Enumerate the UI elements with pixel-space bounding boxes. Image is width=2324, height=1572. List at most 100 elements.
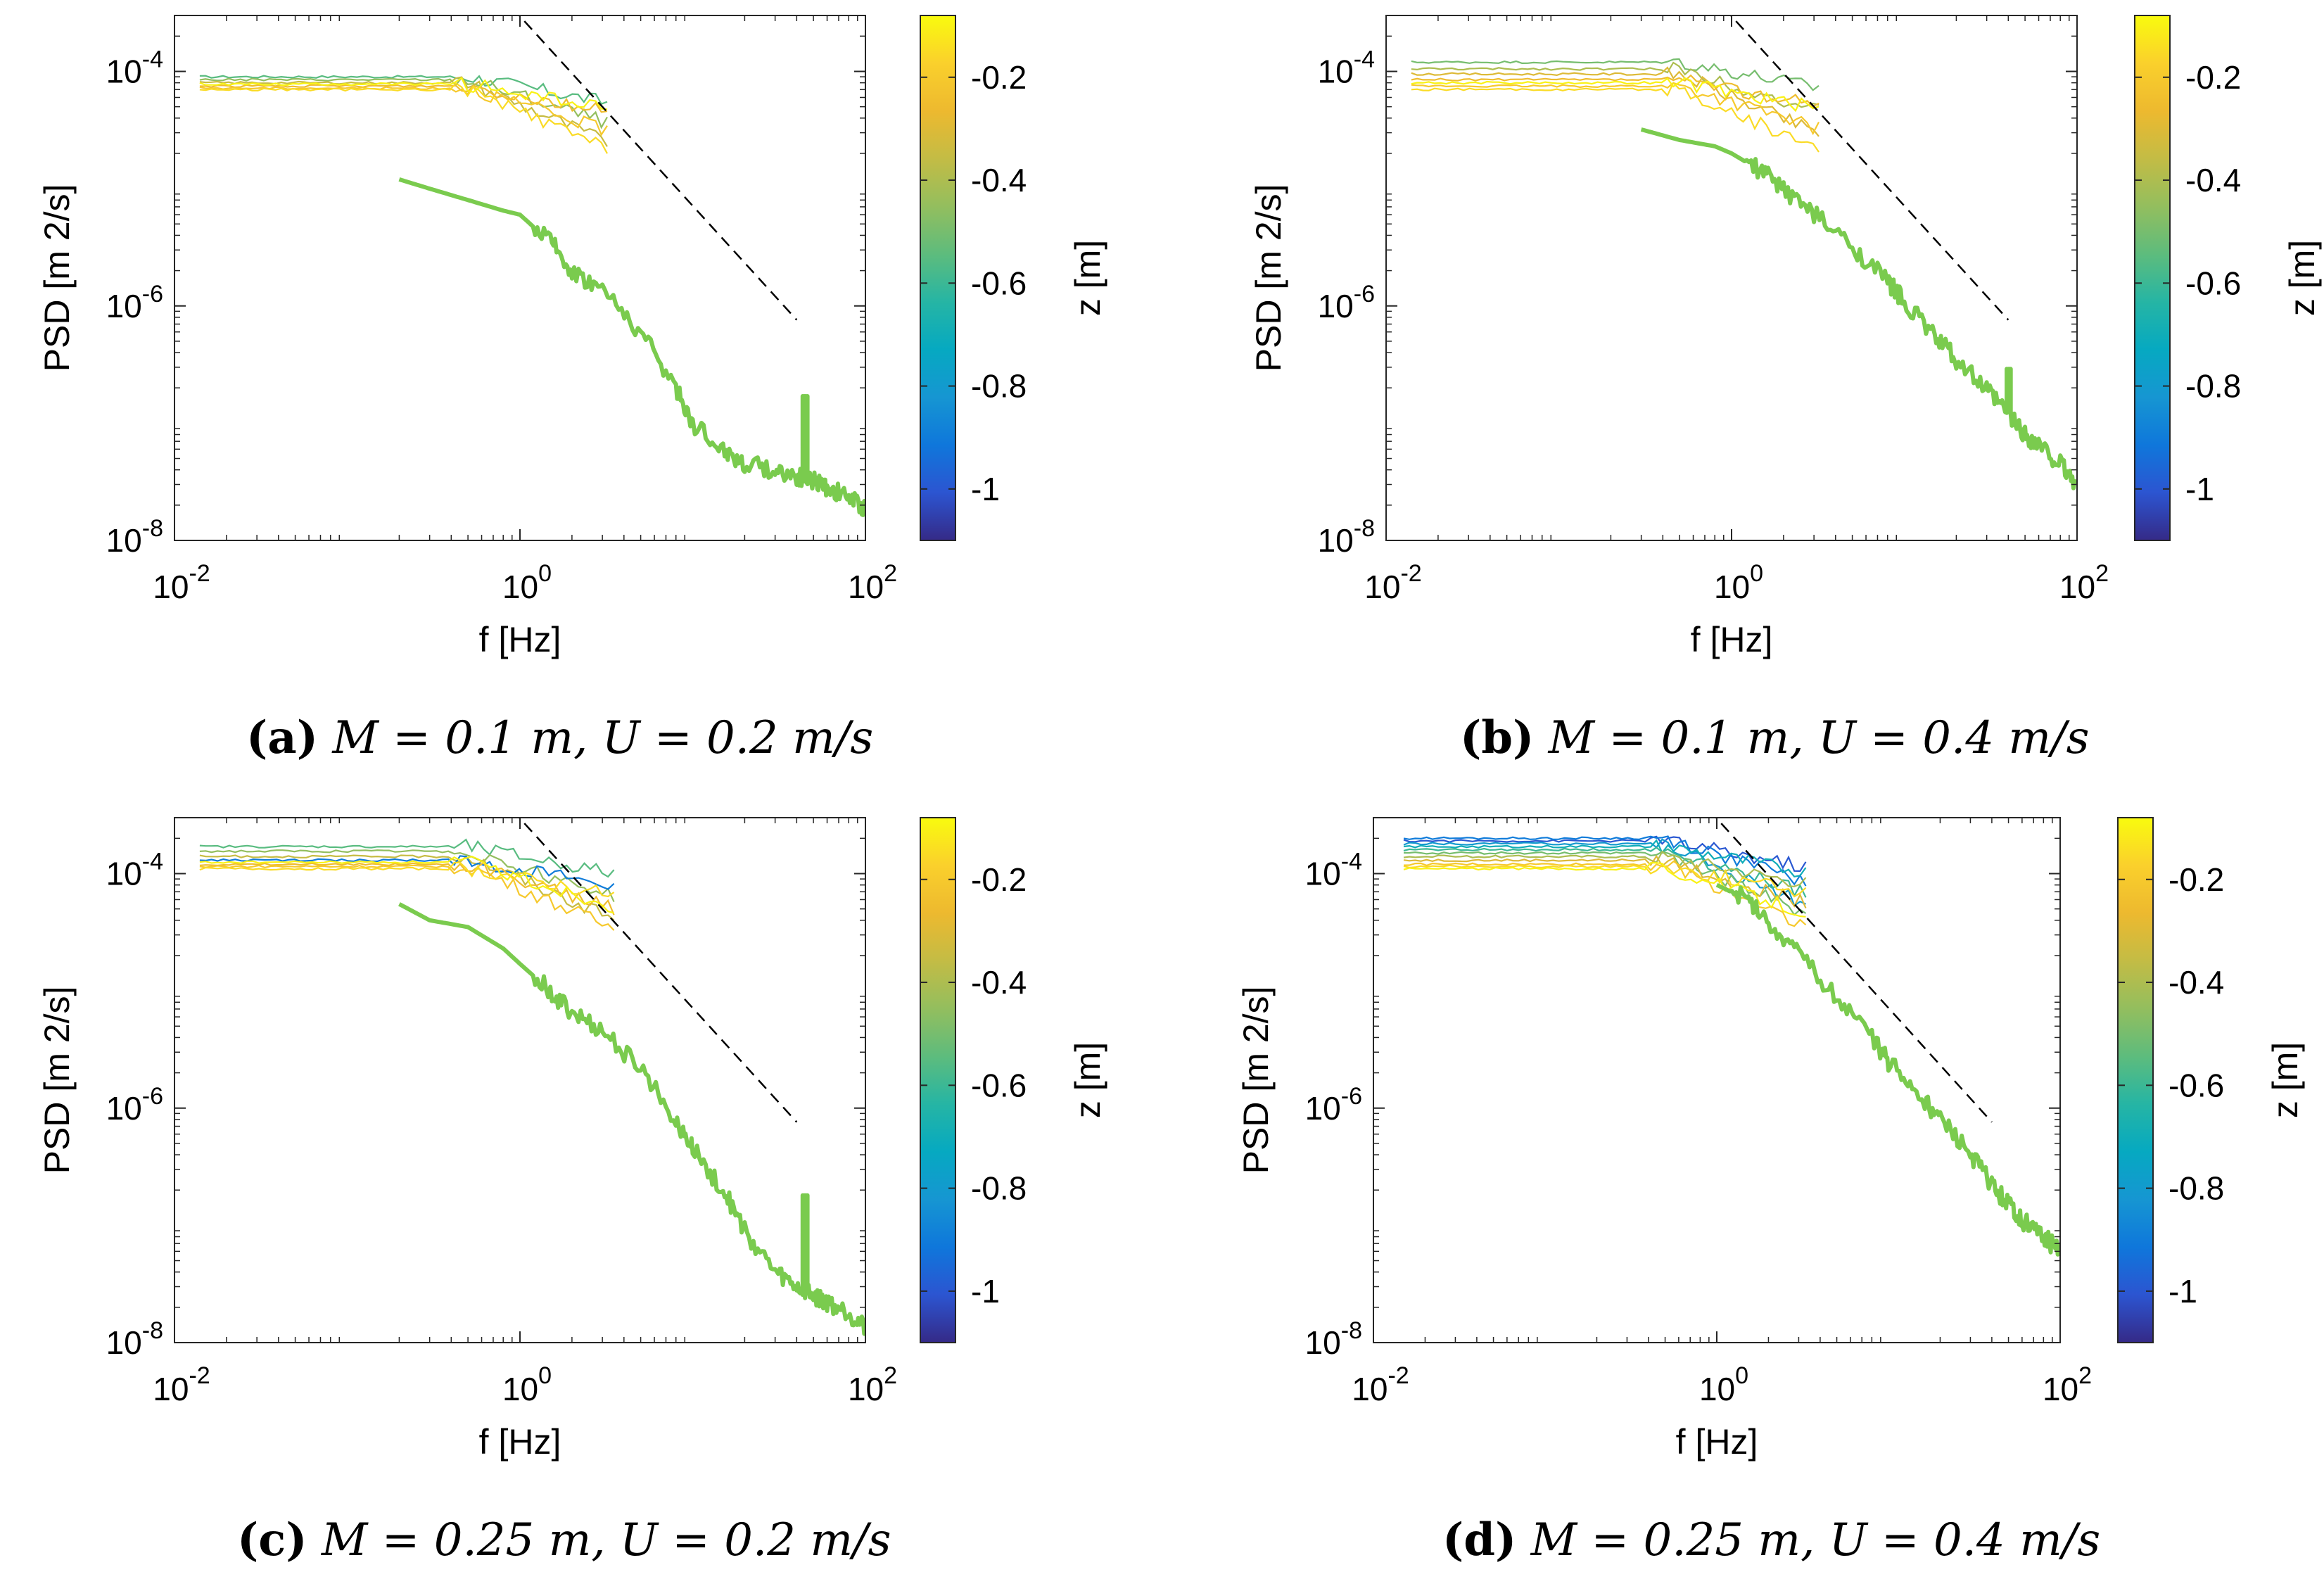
y-tick-label: 10-8 [106,1317,163,1361]
x-tick-label: 102 [848,560,897,605]
colorbar-label: z [m] [1068,240,1107,316]
panel-b: 10-8 10-6 10-4 10-2 100 102 f [Hz] PSD [m 2/s] -… [1249,15,2322,764]
z-series-line [1403,862,1806,918]
x-tick-label: 100 [1714,560,1763,605]
colorbar-tick-label: -0.4 [971,162,1027,198]
x-axis-label: f [Hz] [1691,620,1773,659]
colorbar-label: z [m] [2266,1042,2305,1118]
plot-area [199,818,865,1336]
panel-caption: (d) M = 0.25 m, U = 0.4 m/s [1442,1514,2100,1566]
axes-box [174,817,866,1343]
z-series-line [1403,850,1807,887]
x-tick-label: 100 [502,1362,552,1407]
colorbar-tick-label: -0.2 [2169,861,2224,898]
x-axis-label: f [Hz] [479,1422,561,1462]
colorbar-tick-label: -0.8 [971,368,1027,405]
x-tick-label: 10-2 [153,560,210,605]
panel-caption: (b) M = 0.1 m, U = 0.4 m/s [1460,711,2089,764]
reference-slope-line [1729,15,2009,321]
y-tick-label: 10-4 [106,849,163,892]
y-tick-label: 10-4 [1318,46,1375,90]
y-tick-label: 10-8 [1318,515,1375,559]
colorbar-tick-label: -0.4 [971,964,1027,1001]
z-series-line [1411,82,1820,136]
z-series-line [1411,81,1820,153]
z-series-line [1403,835,1807,887]
y-tick-label: 10-8 [1305,1317,1362,1361]
z-series-line [199,856,614,914]
y-axis-label: PSD [m 2/s] [1236,987,1276,1174]
x-axis-label: f [Hz] [1676,1422,1758,1462]
colorbar-tick-label: -0.6 [971,1067,1027,1103]
colorbar-tick-label: -0.2 [2185,59,2241,96]
panel-caption: (a) M = 0.1 m, U = 0.2 m/s [246,711,873,764]
z-series-line [199,82,608,154]
main-series-line [398,902,865,1336]
x-tick-label: 10-2 [153,1362,210,1407]
colorbar-label: z [m] [1068,1042,1107,1118]
z-series-line [1411,77,1820,113]
z-series-line [199,861,615,898]
reference-slope-line [1715,818,1993,1123]
colorbar-tick-label: -0.4 [2169,964,2224,1001]
x-tick-label: 100 [502,560,552,605]
colorbar-tick-label: -1 [2169,1273,2197,1310]
plot-area [1411,15,2077,490]
y-axis-label: PSD [m 2/s] [1249,184,1288,372]
colorbar [920,817,956,1343]
axes-box [1373,817,2061,1343]
x-tick-label: 102 [2059,560,2109,605]
z-series-line [1403,863,1807,898]
colorbar-tick-label: -0.6 [971,265,1027,301]
y-tick-label: 10-8 [106,515,163,559]
x-axis-label: f [Hz] [479,620,561,659]
z-series-line [199,85,608,137]
y-axis-label: PSD [m 2/s] [37,184,77,372]
z-series-line [1411,61,1820,108]
colorbar-tick-label: -1 [971,471,1000,507]
x-tick-label: 102 [2043,1362,2092,1407]
colorbar-tick-label: -0.2 [971,59,1027,96]
colorbar-tick-label: -0.4 [2185,162,2241,198]
colorbar-tick-label: -0.6 [2169,1067,2224,1103]
z-series-line [199,854,615,921]
z-series-line [1403,835,1807,873]
colorbar [2134,15,2171,541]
y-tick-label: 10-6 [1305,1083,1362,1127]
main-series-line [398,177,865,517]
z-series-line [199,75,608,106]
colorbar-tick-label: -0.8 [2169,1170,2224,1207]
colorbar-tick-label: -0.2 [971,861,1027,898]
main-series-line [1715,882,2060,1257]
y-tick-label: 10-4 [1305,849,1362,892]
y-tick-label: 10-6 [1318,281,1375,324]
panel-c: 10-8 10-6 10-4 10-2 100 102 f [Hz] PSD [m 2/s] -… [37,817,1107,1566]
reference-slope-line [518,15,798,321]
z-series-line [199,76,608,147]
y-axis-label: PSD [m 2/s] [37,987,77,1174]
z-series-line [199,77,608,110]
x-tick-label: 102 [848,1362,897,1407]
main-series-line [1640,127,2077,490]
colorbar-tick-label: -1 [2185,471,2214,507]
y-tick-label: 10-6 [106,281,163,324]
colorbar-tick-label: -0.6 [2185,265,2241,301]
x-tick-label: 10-2 [1364,560,1421,605]
z-series-line [199,864,615,931]
reference-slope-line [518,818,798,1123]
colorbar-tick-label: -1 [971,1273,1000,1310]
panel-caption: (c) M = 0.25 m, U = 0.2 m/s [237,1514,891,1566]
z-series-line [1411,66,1820,137]
colorbar-tick-label: -0.8 [971,1170,1027,1207]
colorbar-tick-label: -0.8 [2185,368,2241,405]
colorbar-label: z [m] [2282,240,2322,316]
z-series-line [1403,847,1807,898]
axes-box [1385,15,2078,541]
x-tick-label: 100 [1699,1362,1748,1407]
plot-area [1403,818,2060,1257]
z-series-line [199,849,615,903]
x-tick-label: 10-2 [1352,1362,1409,1407]
z-series-line [199,838,615,878]
z-series-line [1411,58,1820,91]
